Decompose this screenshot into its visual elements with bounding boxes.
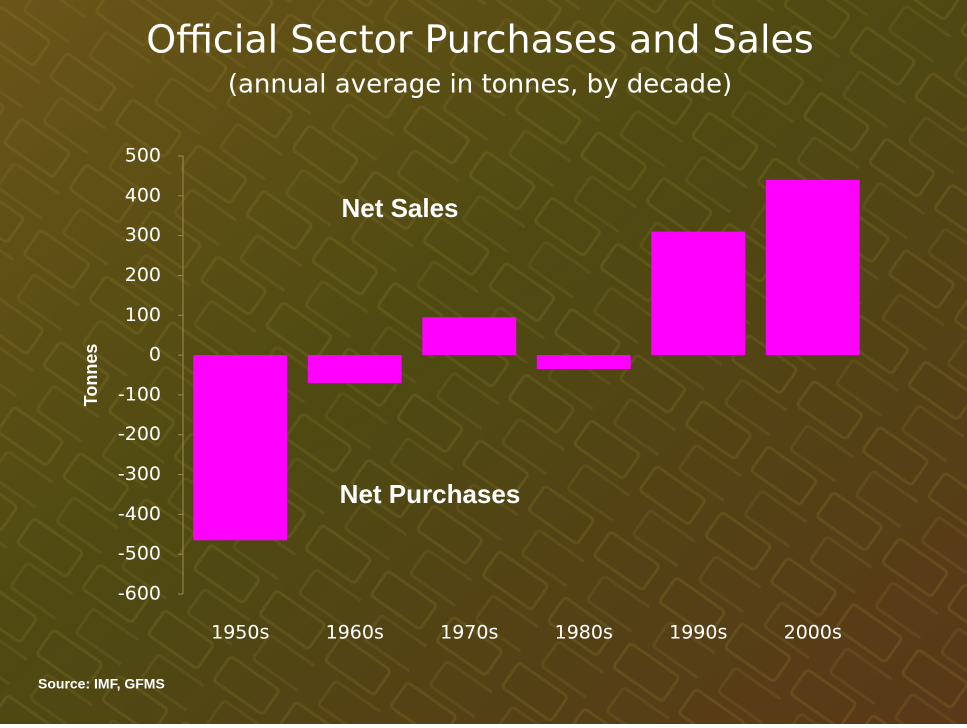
x-tick-label: 1980s (555, 622, 613, 644)
annotation: Net Sales (341, 193, 458, 223)
y-tick-label: -200 (118, 423, 161, 445)
annotation: Net Purchases (340, 479, 521, 509)
y-tick-label: -600 (118, 583, 161, 605)
y-tick-label: 0 (149, 344, 161, 366)
source-note: Source: IMF, GFMS (38, 676, 165, 692)
y-tick-label: -500 (118, 543, 161, 565)
bar (422, 317, 517, 356)
chart-subtitle: (annual average in tonnes, by decade) (228, 70, 732, 100)
y-tick-label: 400 (125, 184, 161, 206)
y-tick-label: -300 (118, 463, 161, 485)
x-tick-label: 2000s (784, 622, 842, 644)
bar (765, 179, 860, 356)
bar (536, 355, 631, 370)
y-tick-label: -100 (118, 383, 161, 405)
x-tick-label: 1960s (326, 622, 384, 644)
x-tick-label: 1950s (211, 622, 269, 644)
y-tick-label: 100 (125, 304, 161, 326)
y-tick-label: 200 (125, 264, 161, 286)
x-tick-label: 1970s (440, 622, 498, 644)
bar (193, 355, 288, 541)
y-tick-label: -400 (118, 503, 161, 525)
y-tick-label: 300 (125, 224, 161, 246)
bar (307, 355, 402, 383)
y-axis-title: Tonnes (81, 344, 101, 407)
bar (651, 231, 746, 356)
x-tick-label: 1990s (669, 622, 727, 644)
y-tick-label: 500 (125, 145, 161, 167)
chart-title: Official Sector Purchases and Sales (146, 18, 813, 62)
